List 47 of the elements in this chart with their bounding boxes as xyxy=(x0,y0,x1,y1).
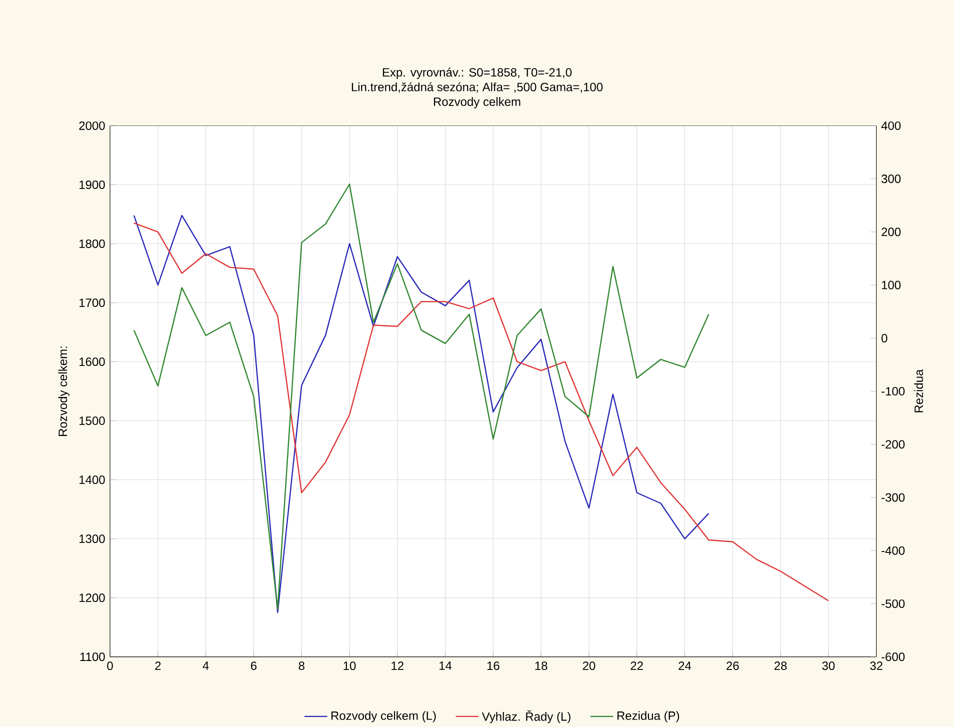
x-tick-label: 20 xyxy=(582,662,596,670)
legend-label: Vyhlaz. Řady (L) xyxy=(482,710,570,724)
y2-tick-label: 200 xyxy=(882,228,901,236)
chart-title: Exp. vyrovnáv.: S0=1858, T0=-21,0 xyxy=(382,68,572,79)
x-tick-label: 30 xyxy=(822,662,835,670)
y-tick-label: 1800 xyxy=(80,239,105,248)
x-tick-label: 28 xyxy=(774,662,787,670)
y2-tick-label: -400 xyxy=(882,546,905,555)
y2-tick-label: 400 xyxy=(881,121,901,130)
x-tick-label: 0 xyxy=(107,662,113,670)
x-tick-label: 26 xyxy=(726,662,739,670)
x-tick-label: 14 xyxy=(440,662,452,670)
y-tick-label: 2000 xyxy=(79,121,105,130)
text: Rozvody celkem xyxy=(434,97,520,108)
x-tick-label: 18 xyxy=(535,662,548,670)
x-tick-label: 32 xyxy=(870,662,882,670)
y2-tick-label: 0 xyxy=(882,334,888,342)
x-tick-label: 16 xyxy=(487,662,500,670)
legend-label: Rozvody celkem (L) xyxy=(331,711,436,722)
y-tick-label: 1600 xyxy=(80,357,105,366)
y-tick-label: 1100 xyxy=(80,652,105,662)
y-tick-label: 1400 xyxy=(80,476,105,484)
y2-tick-label: -100 xyxy=(882,386,905,396)
y2-tick-label: 100 xyxy=(882,280,901,290)
y2-tick-label: -200 xyxy=(882,440,905,449)
y-tick-label: 1500 xyxy=(80,416,105,425)
x-tick-label: 2 xyxy=(155,662,161,670)
y-tick-label: 1200 xyxy=(80,594,105,602)
y2-tick-label: -600 xyxy=(882,652,905,662)
y2-axis-title: Rezidua xyxy=(914,369,924,412)
y-tick-label: 1900 xyxy=(80,180,105,189)
x-tick-label: 6 xyxy=(250,662,257,670)
x-tick-label: 8 xyxy=(298,662,304,670)
legend-label: Rezidua (P) xyxy=(617,711,680,722)
x-tick-label: 22 xyxy=(630,662,643,670)
x-tick-label: 10 xyxy=(344,662,356,670)
x-tick-label: 24 xyxy=(678,662,692,670)
y-axis-title: Rozvody celkem: xyxy=(58,346,70,436)
y2-tick-label: -300 xyxy=(882,493,905,502)
x-tick-label: 4 xyxy=(202,662,209,670)
y2-tick-label: -500 xyxy=(882,599,905,608)
y-tick-label: 1300 xyxy=(80,534,105,544)
y-tick-label: 1700 xyxy=(80,298,105,307)
chart-subtitle: Lin.trend,žádná sezóna; Alfa= ,500 Gama=,100 xyxy=(352,82,603,93)
y2-tick-label: 300 xyxy=(882,174,901,184)
line-series xyxy=(133,222,830,602)
x-tick-label: 12 xyxy=(392,662,404,670)
